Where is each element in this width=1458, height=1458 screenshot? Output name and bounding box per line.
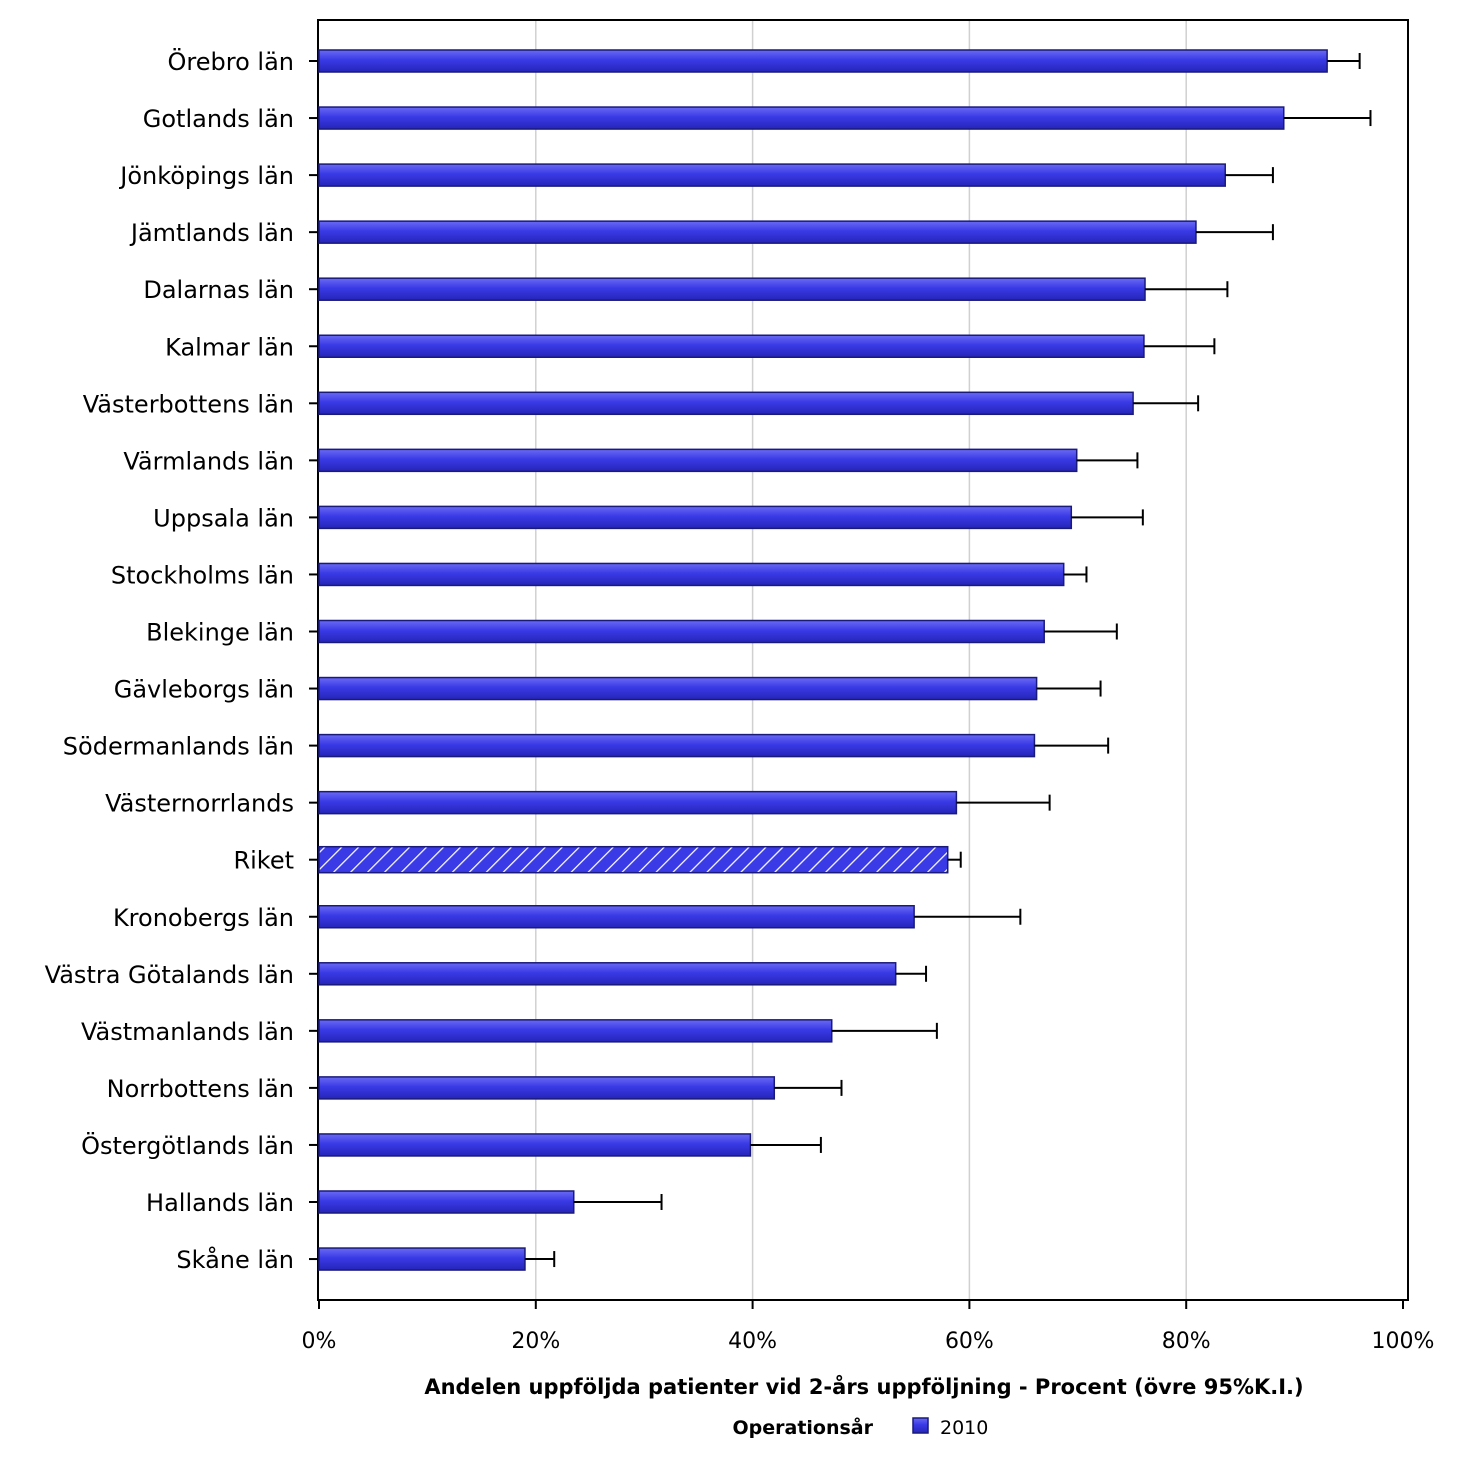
category-label: Jämtlands län [129, 219, 294, 247]
bar [318, 962, 897, 986]
category-label: Värmlands län [123, 447, 294, 475]
category-label: Gävleborgs län [114, 676, 294, 704]
error-bars [524, 53, 1372, 1268]
x-tick-label-20: 20% [511, 1329, 560, 1354]
plot-frame [317, 19, 1409, 1301]
category-label: Kalmar län [165, 333, 294, 361]
category-label: Gotlands län [143, 105, 294, 133]
category-label: Jönköpings län [118, 162, 294, 190]
x-tick-label-0: 0% [302, 1329, 337, 1354]
category-label: Stockholms län [111, 561, 294, 589]
category-label: Norrbottens län [107, 1075, 294, 1103]
x-tick-label-40: 40% [728, 1329, 777, 1354]
x-axis-title: Andelen uppföljda patienter vid 2-års up… [424, 1374, 1303, 1399]
category-label: Västerbottens län [83, 390, 294, 418]
x-tick-label-60: 60% [945, 1329, 994, 1354]
category-label: Kronobergs län [113, 904, 294, 932]
bar [318, 733, 1036, 758]
legend-title: Operationsår [732, 1415, 873, 1439]
bar [318, 790, 958, 815]
category-label: Dalarnas län [143, 276, 294, 304]
category-label: Riket [233, 847, 294, 875]
bar-riket [318, 845, 949, 874]
bar [318, 49, 1328, 73]
bar [318, 505, 1073, 530]
legend: Operationsår 2010 [732, 1415, 988, 1439]
bar [318, 1190, 575, 1214]
category-label: Södermanlands län [63, 733, 294, 761]
bars [318, 49, 1328, 1271]
category-label: Blekinge län [146, 619, 294, 647]
bar [318, 1076, 776, 1100]
category-label: Uppsala län [153, 504, 294, 532]
bar [318, 676, 1038, 701]
category-label: Hallands län [146, 1189, 294, 1217]
bar [318, 220, 1197, 244]
bar [318, 334, 1145, 358]
bar [318, 391, 1134, 416]
category-label: Östergötlands län [81, 1131, 294, 1160]
x-tick-label-80: 80% [1162, 1329, 1211, 1354]
bar [318, 448, 1078, 473]
category-labels: Örebro län Gotlands län Jönköpings län Jämt… [45, 47, 318, 1274]
bar [318, 277, 1146, 301]
bar [318, 562, 1065, 587]
category-label: Örebro län [168, 47, 294, 76]
category-label: Skåne län [176, 1245, 294, 1274]
bar [318, 1247, 526, 1271]
x-axis: 0% 20% 40% 60% 80% 100% [302, 1300, 1435, 1354]
legend-swatch-2010 [912, 1417, 929, 1434]
bar [318, 163, 1226, 187]
x-tick-label-100: 100% [1372, 1329, 1435, 1354]
bar [318, 905, 915, 929]
category-label: Västernorrlands [105, 790, 294, 818]
bar [318, 106, 1285, 130]
bar [318, 619, 1045, 644]
category-label: Västmanlands län [81, 1018, 294, 1046]
bar [318, 1133, 752, 1157]
gridlines [535, 20, 1187, 1300]
category-label: Västra Götalands län [45, 961, 294, 989]
legend-label-2010: 2010 [940, 1417, 988, 1439]
bar [318, 1019, 833, 1043]
